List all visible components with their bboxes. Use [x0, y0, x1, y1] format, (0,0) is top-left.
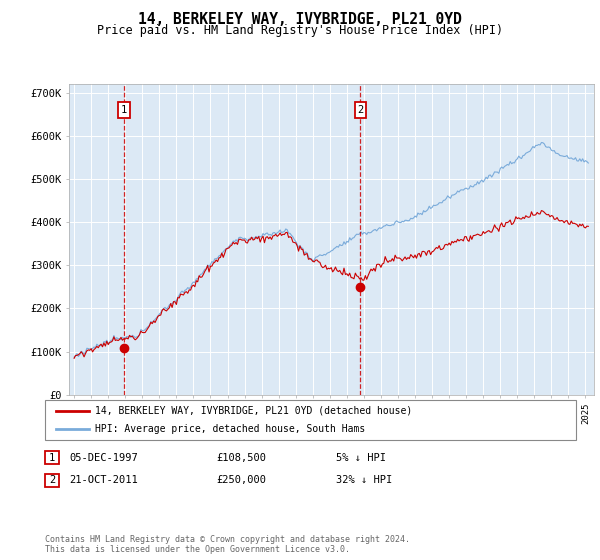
Text: 21-OCT-2011: 21-OCT-2011 — [69, 475, 138, 486]
Text: 1: 1 — [49, 452, 55, 463]
Text: 5% ↓ HPI: 5% ↓ HPI — [336, 452, 386, 463]
Text: 14, BERKELEY WAY, IVYBRIDGE, PL21 0YD (detached house): 14, BERKELEY WAY, IVYBRIDGE, PL21 0YD (d… — [95, 406, 412, 416]
Text: Price paid vs. HM Land Registry's House Price Index (HPI): Price paid vs. HM Land Registry's House … — [97, 24, 503, 37]
Text: 2: 2 — [49, 475, 55, 486]
Text: HPI: Average price, detached house, South Hams: HPI: Average price, detached house, Sout… — [95, 424, 365, 434]
Text: £250,000: £250,000 — [216, 475, 266, 486]
Text: 32% ↓ HPI: 32% ↓ HPI — [336, 475, 392, 486]
Text: 05-DEC-1997: 05-DEC-1997 — [69, 452, 138, 463]
Text: 14, BERKELEY WAY, IVYBRIDGE, PL21 0YD: 14, BERKELEY WAY, IVYBRIDGE, PL21 0YD — [138, 12, 462, 27]
Text: 1: 1 — [121, 105, 127, 115]
Text: £108,500: £108,500 — [216, 452, 266, 463]
Text: Contains HM Land Registry data © Crown copyright and database right 2024.
This d: Contains HM Land Registry data © Crown c… — [45, 535, 410, 554]
Text: 2: 2 — [358, 105, 364, 115]
